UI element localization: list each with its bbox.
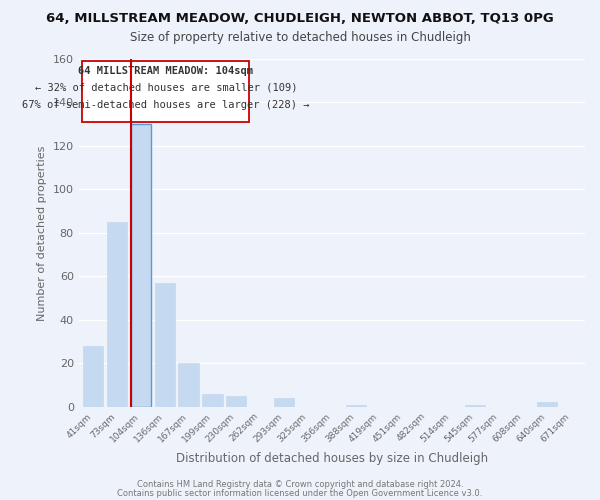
- Bar: [202, 394, 223, 406]
- Text: Size of property relative to detached houses in Chudleigh: Size of property relative to detached ho…: [130, 31, 470, 44]
- Bar: [83, 346, 103, 406]
- Text: 64 MILLSTREAM MEADOW: 104sqm: 64 MILLSTREAM MEADOW: 104sqm: [79, 66, 253, 76]
- Bar: [155, 283, 175, 406]
- FancyBboxPatch shape: [82, 61, 250, 122]
- Text: Contains public sector information licensed under the Open Government Licence v3: Contains public sector information licen…: [118, 488, 482, 498]
- Bar: [107, 222, 127, 406]
- Text: 64, MILLSTREAM MEADOW, CHUDLEIGH, NEWTON ABBOT, TQ13 0PG: 64, MILLSTREAM MEADOW, CHUDLEIGH, NEWTON…: [46, 12, 554, 26]
- X-axis label: Distribution of detached houses by size in Chudleigh: Distribution of detached houses by size …: [176, 452, 488, 465]
- Bar: [536, 402, 557, 406]
- Y-axis label: Number of detached properties: Number of detached properties: [37, 145, 47, 320]
- Text: Contains HM Land Registry data © Crown copyright and database right 2024.: Contains HM Land Registry data © Crown c…: [137, 480, 463, 489]
- Text: ← 32% of detached houses are smaller (109): ← 32% of detached houses are smaller (10…: [35, 83, 297, 93]
- Bar: [346, 404, 366, 406]
- Bar: [178, 364, 199, 406]
- Bar: [465, 404, 485, 406]
- Bar: [226, 396, 247, 406]
- Bar: [274, 398, 294, 406]
- Text: 67% of semi-detached houses are larger (228) →: 67% of semi-detached houses are larger (…: [22, 100, 310, 110]
- Bar: [131, 124, 151, 406]
